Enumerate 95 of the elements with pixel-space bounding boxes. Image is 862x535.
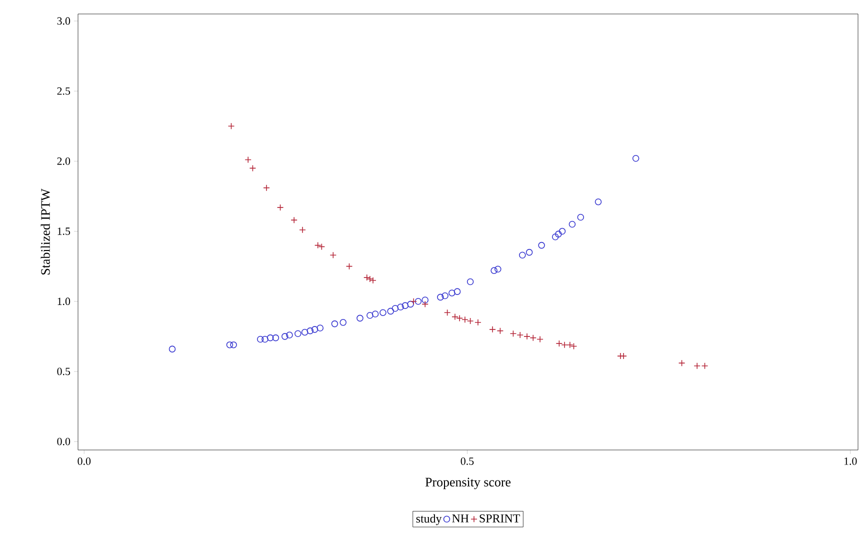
point — [249, 164, 256, 172]
x-tick-label: 0.5 — [460, 458, 474, 465]
point — [422, 300, 429, 308]
point — [281, 333, 288, 340]
point — [314, 242, 322, 249]
y-tick-label: 1.5 — [58, 228, 70, 235]
point — [266, 334, 274, 342]
point — [244, 156, 252, 164]
point — [380, 309, 386, 316]
y-tick-label: 1.0 — [58, 298, 70, 306]
point — [356, 314, 364, 322]
point — [272, 334, 280, 342]
point — [617, 352, 624, 360]
point — [387, 308, 394, 315]
point — [437, 294, 444, 301]
point — [228, 122, 235, 130]
point — [256, 336, 264, 343]
point — [489, 326, 496, 333]
point — [372, 310, 379, 318]
point — [474, 319, 482, 326]
point — [536, 336, 544, 343]
point — [407, 300, 414, 308]
point — [392, 304, 399, 312]
point — [286, 332, 293, 338]
point — [694, 362, 701, 370]
x-tick-label: 1.0 — [844, 458, 857, 465]
point — [422, 296, 429, 304]
point — [370, 276, 376, 284]
point — [632, 154, 640, 162]
point — [402, 302, 409, 309]
point — [290, 216, 298, 224]
point — [230, 341, 237, 348]
point — [524, 333, 530, 340]
point — [678, 360, 686, 366]
point — [558, 228, 566, 235]
point — [276, 204, 284, 211]
legend-title: study — [416, 514, 442, 526]
point — [263, 184, 270, 192]
x-axis-title: Propensity score — [425, 478, 511, 490]
point — [561, 341, 568, 348]
point — [466, 318, 474, 324]
point — [519, 252, 526, 259]
point — [552, 233, 559, 240]
point — [566, 341, 574, 348]
point — [397, 304, 404, 310]
point — [701, 362, 708, 370]
point — [490, 267, 498, 274]
point — [301, 328, 308, 336]
point — [346, 262, 353, 270]
point — [318, 243, 326, 250]
point — [568, 220, 576, 228]
point — [366, 276, 374, 282]
x-tick-label: 0.0 — [78, 458, 91, 465]
point — [316, 324, 324, 332]
point — [594, 198, 602, 206]
point — [331, 320, 338, 328]
point — [570, 342, 578, 350]
point — [442, 292, 448, 300]
point — [414, 298, 422, 305]
y-tick-label: 2.0 — [57, 157, 70, 165]
point — [262, 336, 268, 343]
point — [526, 248, 533, 256]
legend-label: SPRINT — [480, 514, 520, 522]
point — [496, 327, 504, 334]
y-tick-label: 0.5 — [57, 368, 70, 376]
y-tick-label: 0.0 — [57, 438, 70, 446]
point — [454, 288, 461, 295]
point — [168, 346, 176, 352]
point — [448, 290, 456, 296]
point — [556, 340, 563, 347]
point — [410, 298, 418, 305]
legend-label: NH — [452, 514, 469, 522]
point — [299, 226, 306, 234]
point — [311, 326, 318, 333]
point — [226, 341, 234, 348]
point — [494, 266, 502, 273]
point — [306, 327, 314, 334]
point — [444, 309, 451, 316]
point — [363, 274, 370, 281]
point — [530, 334, 537, 342]
y-axis-title: Stabilized IPTW — [40, 188, 50, 274]
point — [577, 214, 584, 221]
point — [510, 330, 517, 338]
y-tick-label: 3.0 — [57, 17, 70, 25]
point — [538, 242, 545, 249]
point — [620, 352, 627, 360]
point — [340, 319, 347, 326]
point — [555, 230, 562, 238]
point — [466, 278, 474, 286]
point — [330, 252, 337, 259]
point — [366, 312, 374, 319]
y-tick-label: 2.5 — [57, 87, 70, 95]
point — [462, 316, 468, 324]
point — [516, 332, 524, 338]
point — [294, 330, 302, 338]
